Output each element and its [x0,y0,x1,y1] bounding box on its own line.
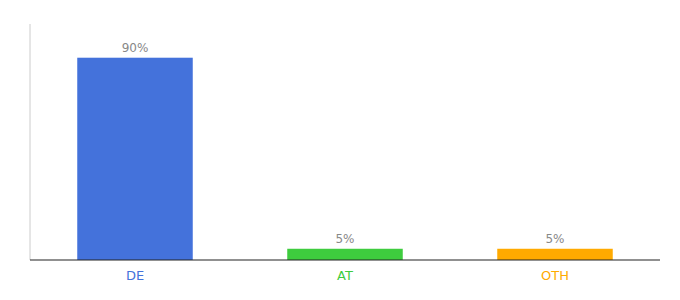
y-axis-line [30,24,31,260]
bar [497,249,613,260]
data-label: 5% [335,232,354,246]
data-label: 90% [122,41,149,55]
chart: DE AT OTH 90% 5% 5% [0,0,680,300]
x-tick-label: OTH [541,268,569,283]
data-label: 5% [545,232,564,246]
chart-container: DE AT OTH 90% 5% 5% [0,0,680,300]
x-tick-label: AT [337,268,353,283]
x-axis-line [30,259,660,260]
bar [287,249,403,260]
bars [77,58,613,260]
bar [77,58,193,260]
x-tick-label: DE [126,268,144,283]
